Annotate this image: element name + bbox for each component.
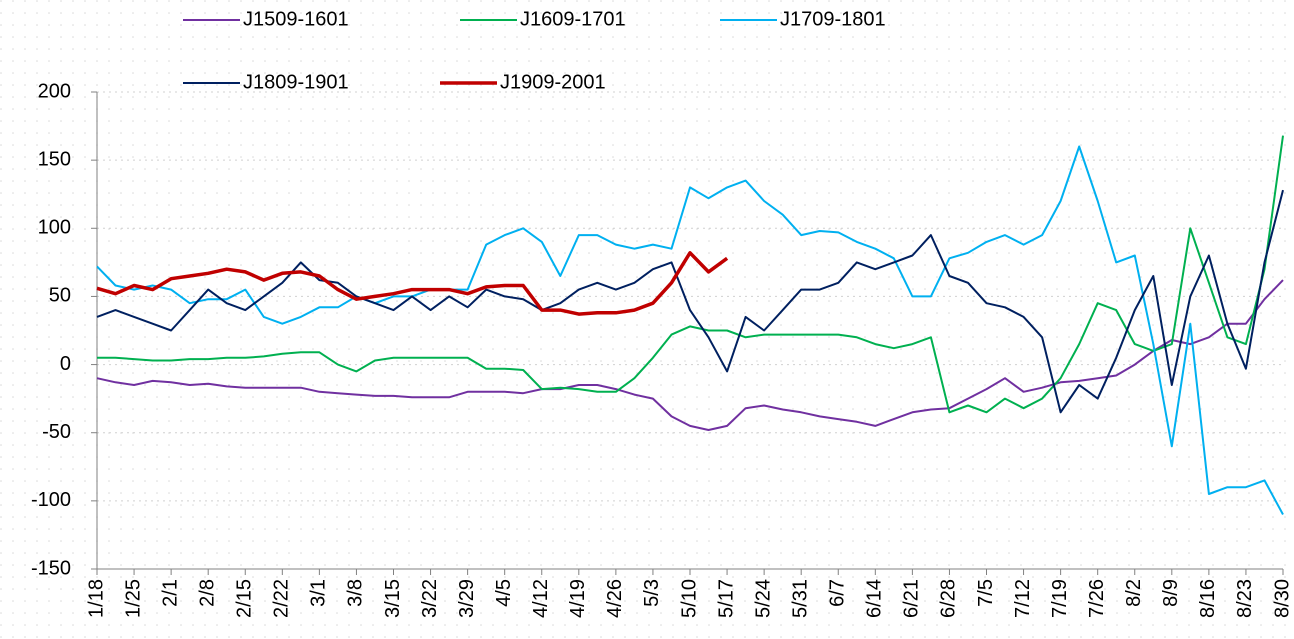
x-tick-label: 4/12	[530, 579, 552, 618]
x-tick-label: 7/5	[975, 579, 997, 607]
y-tick-label: -100	[31, 489, 71, 511]
legend-label: J1609-1701	[520, 8, 626, 30]
y-tick-label: 150	[38, 148, 71, 170]
legend-label: J1809-1901	[243, 71, 349, 93]
x-tick-label: 3/29	[456, 579, 478, 618]
x-tick-label: 5/31	[789, 579, 811, 618]
y-tick-label: 50	[49, 285, 71, 307]
x-tick-label: 4/5	[493, 579, 515, 607]
x-tick-label: 8/2	[1123, 579, 1145, 607]
x-tick-label: 6/21	[901, 579, 923, 618]
x-tick-label: 1/25	[122, 579, 144, 618]
x-tick-label: 2/22	[271, 579, 293, 618]
x-tick-label: 7/26	[1086, 579, 1108, 618]
x-tick-label: 6/14	[864, 579, 886, 618]
x-tick-label: 3/22	[419, 579, 441, 618]
x-tick-label: 7/19	[1049, 579, 1071, 618]
x-tick-label: 5/3	[641, 579, 663, 607]
legend-label: J1909-2001	[500, 71, 606, 93]
x-tick-label: 4/26	[604, 579, 626, 618]
x-tick-label: 8/30	[1271, 579, 1293, 618]
x-tick-label: 3/1	[308, 579, 330, 607]
x-tick-label: 1/18	[85, 579, 107, 618]
x-tick-label: 6/7	[827, 579, 849, 607]
x-tick-label: 2/8	[196, 579, 218, 607]
x-tick-label: 5/24	[752, 579, 774, 618]
y-tick-label: 200	[38, 80, 71, 102]
series-line	[96, 189, 1284, 414]
series-line	[96, 251, 729, 316]
x-tick-label: 2/15	[234, 579, 256, 618]
series-line	[96, 145, 1284, 515]
y-tick-label: 0	[60, 353, 71, 375]
x-tick-label: 5/17	[715, 579, 737, 618]
x-tick-label: 8/23	[1234, 579, 1256, 618]
legend-label: J1709-1801	[780, 8, 886, 30]
series-line	[96, 279, 1284, 431]
series-line	[97, 135, 1284, 414]
x-tick-label: 2/1	[159, 579, 181, 607]
y-tick-label: -50	[42, 421, 71, 443]
x-tick-label: 7/12	[1012, 579, 1034, 618]
x-tick-label: 6/28	[938, 579, 960, 618]
x-tick-label: 3/8	[345, 579, 367, 607]
y-tick-label: 100	[38, 217, 71, 239]
x-tick-label: 3/15	[382, 579, 404, 618]
legend-label: J1509-1601	[243, 8, 349, 30]
x-tick-label: 5/10	[678, 579, 700, 618]
y-tick-label: -150	[31, 557, 71, 579]
x-tick-label: 8/9	[1160, 579, 1182, 607]
x-tick-label: 8/16	[1197, 579, 1219, 618]
x-tick-label: 4/19	[567, 579, 589, 618]
